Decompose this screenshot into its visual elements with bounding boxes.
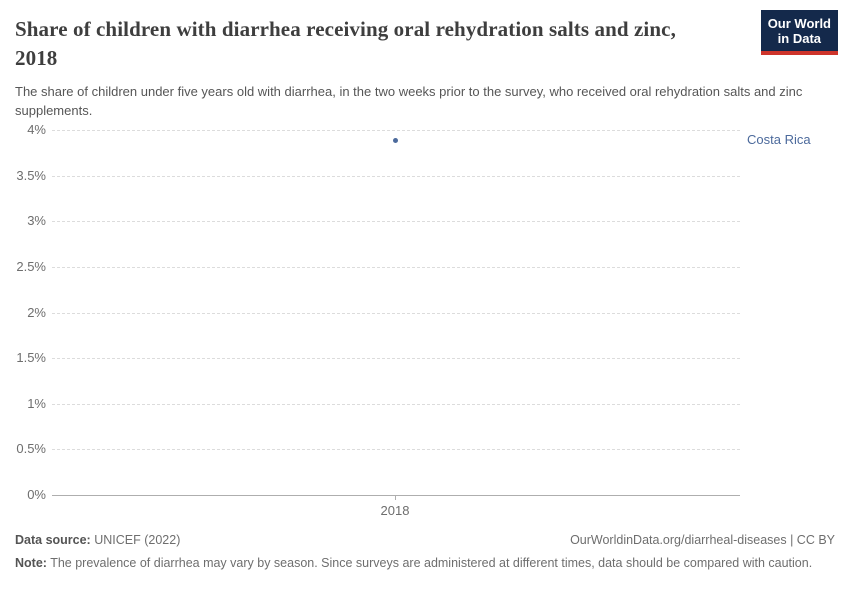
y-gridline [52, 175, 740, 177]
data-source: Data source: UNICEF (2022) [15, 532, 180, 549]
note-label: Note: [15, 556, 47, 570]
chart-title: Share of children with diarrhea receivin… [15, 17, 676, 70]
y-tick-label: 1% [27, 395, 46, 411]
plot-area [52, 130, 740, 500]
y-tick-label: 3.5% [16, 167, 46, 183]
chart-footer: Data source: UNICEF (2022) OurWorldinDat… [15, 532, 835, 572]
y-gridline [52, 266, 740, 268]
x-tick-mark [395, 495, 396, 500]
y-gridline [52, 130, 740, 131]
y-gridline [52, 312, 740, 314]
y-gridline [52, 449, 740, 451]
chart-area: 0% 0.5% 1% 1.5% 2% 2.5% 3% 3.5% 4% 2018 Costa Ri… [0, 122, 850, 525]
y-gridline [52, 403, 740, 405]
note-text: The prevalence of diarrhea may vary by s… [50, 556, 813, 570]
y-tick-label: 0% [27, 487, 46, 502]
chart-header: Share of children with diarrhea receivin… [0, 0, 850, 120]
y-tick-label: 1.5% [16, 350, 46, 366]
y-axis-labels: 0% 0.5% 1% 1.5% 2% 2.5% 3% 3.5% 4% [0, 122, 46, 502]
data-source-label: Data source: [15, 533, 91, 547]
footer-source-row: Data source: UNICEF (2022) OurWorldinDat… [15, 532, 835, 549]
chart-note: Note: The prevalence of diarrhea may var… [15, 555, 815, 572]
entity-label-costa-rica[interactable]: Costa Rica [747, 132, 811, 148]
y-gridline [52, 221, 740, 223]
y-tick-label: 2% [27, 304, 46, 320]
y-tick-label: 3% [27, 213, 46, 229]
y-tick-label: 0.5% [16, 441, 46, 457]
chart-subtitle: The share of children under five years o… [15, 84, 803, 118]
owid-logo[interactable]: Our World in Data [760, 10, 838, 55]
logo-line1: Our World [767, 16, 831, 31]
y-tick-label: 2.5% [16, 258, 46, 274]
citation-link[interactable]: OurWorldinData.org/diarrheal-diseases | … [570, 533, 835, 547]
y-tick-label: 4% [27, 122, 46, 137]
data-point-costa-rica-2018[interactable] [393, 138, 398, 144]
y-gridline [52, 358, 740, 360]
x-axis-baseline [52, 495, 740, 496]
logo-line2: in Data [777, 31, 822, 46]
data-source-value: UNICEF (2022) [94, 533, 181, 547]
x-axis-tick-label: 2018 [380, 503, 410, 518]
